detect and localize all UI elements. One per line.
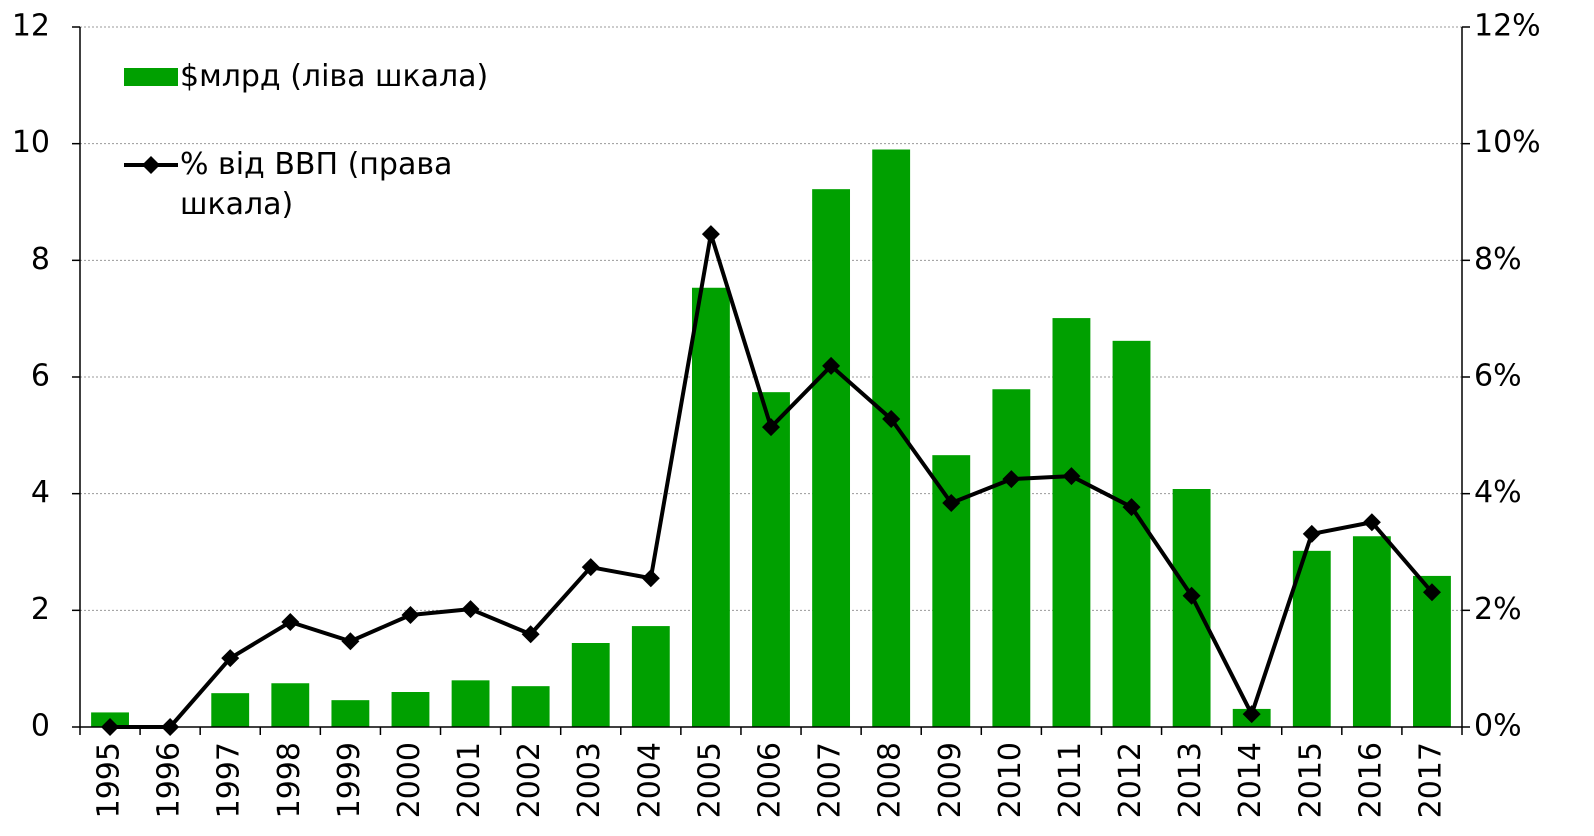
marker bbox=[882, 410, 901, 428]
marker bbox=[1002, 470, 1021, 489]
marker bbox=[581, 558, 600, 577]
marker bbox=[701, 225, 720, 244]
bar bbox=[391, 692, 430, 727]
x-tick-label: 2016 bbox=[1353, 742, 1388, 818]
marker bbox=[341, 632, 360, 651]
legend-swatch bbox=[124, 68, 178, 86]
x-tick-label: 2007 bbox=[813, 742, 848, 818]
bar bbox=[511, 686, 550, 727]
x-tick-label: 2012 bbox=[1113, 742, 1148, 818]
bar bbox=[211, 693, 250, 727]
x-tick-label: 2011 bbox=[1053, 742, 1088, 818]
bar bbox=[812, 189, 851, 727]
marker bbox=[161, 718, 180, 736]
x-tick-label: 2000 bbox=[392, 742, 427, 818]
bar bbox=[1052, 318, 1091, 727]
y2-tick-label: 10% bbox=[1474, 125, 1541, 160]
marker bbox=[822, 356, 841, 375]
marker bbox=[1422, 583, 1441, 602]
x-tick-label: 2004 bbox=[632, 742, 667, 818]
y2-tick-label: 4% bbox=[1474, 475, 1522, 510]
bar bbox=[1292, 550, 1331, 727]
bar bbox=[571, 643, 610, 727]
marker bbox=[281, 613, 300, 631]
marker bbox=[461, 600, 480, 619]
bar bbox=[992, 389, 1031, 727]
marker bbox=[1242, 705, 1261, 724]
x-tick-label: 1996 bbox=[152, 742, 187, 818]
y-tick-label: 2 bbox=[31, 592, 50, 627]
legend-label: % від ВВП (права шкала) bbox=[180, 147, 453, 222]
y-tick-label: 8 bbox=[31, 242, 50, 277]
y2-tick-label: 8% bbox=[1474, 242, 1522, 277]
x-tick-label: 1999 bbox=[332, 742, 367, 818]
bar bbox=[1352, 536, 1391, 727]
x-tick-label: 1997 bbox=[212, 742, 247, 818]
x-tick-label: 2017 bbox=[1413, 742, 1448, 818]
marker bbox=[1362, 513, 1381, 532]
x-tick-label: 2014 bbox=[1233, 742, 1268, 818]
x-tick-label: 2006 bbox=[753, 742, 788, 818]
marker bbox=[1062, 467, 1081, 486]
y2-tick-label: 6% bbox=[1474, 359, 1522, 394]
x-tick-label: 2009 bbox=[933, 742, 968, 818]
legend-swatch bbox=[142, 156, 160, 174]
marker bbox=[221, 649, 240, 668]
bar bbox=[451, 680, 490, 727]
x-tick-label: 2001 bbox=[452, 742, 487, 818]
x-tick-label: 1995 bbox=[92, 742, 127, 818]
bar bbox=[1112, 340, 1151, 727]
y-tick-label: 4 bbox=[31, 475, 50, 510]
bar bbox=[691, 287, 730, 727]
x-tick-label: 2003 bbox=[572, 742, 607, 818]
y2-tick-label: 0% bbox=[1474, 709, 1522, 744]
x-tick-label: 2002 bbox=[512, 742, 547, 818]
marker bbox=[101, 718, 120, 736]
bar bbox=[331, 700, 370, 727]
marker bbox=[1122, 498, 1141, 517]
y-tick-label: 0 bbox=[31, 709, 50, 744]
x-tick-label: 2015 bbox=[1293, 742, 1328, 818]
y-tick-label: 6 bbox=[31, 359, 50, 394]
marker bbox=[641, 569, 660, 588]
marker bbox=[401, 606, 420, 624]
marker bbox=[1182, 586, 1201, 605]
y-tick-label: 12 bbox=[12, 9, 50, 44]
bar bbox=[752, 392, 790, 727]
marker bbox=[942, 494, 961, 512]
x-tick-label: 2008 bbox=[873, 742, 908, 818]
x-tick-label: 2005 bbox=[692, 742, 727, 818]
marker bbox=[762, 418, 780, 437]
y2-tick-label: 2% bbox=[1474, 592, 1522, 627]
legend-label: $млрд (ліва шкала) bbox=[180, 59, 489, 94]
x-tick-label: 2010 bbox=[993, 742, 1028, 818]
bar bbox=[1172, 489, 1211, 727]
bar bbox=[271, 683, 310, 727]
x-tick-label: 1998 bbox=[272, 742, 307, 818]
marker bbox=[1302, 524, 1321, 543]
y2-tick-label: 12% bbox=[1474, 9, 1541, 44]
x-tick-label: 2013 bbox=[1173, 742, 1208, 818]
marker bbox=[521, 625, 540, 644]
y-tick-label: 10 bbox=[12, 125, 50, 160]
bar bbox=[631, 626, 670, 727]
